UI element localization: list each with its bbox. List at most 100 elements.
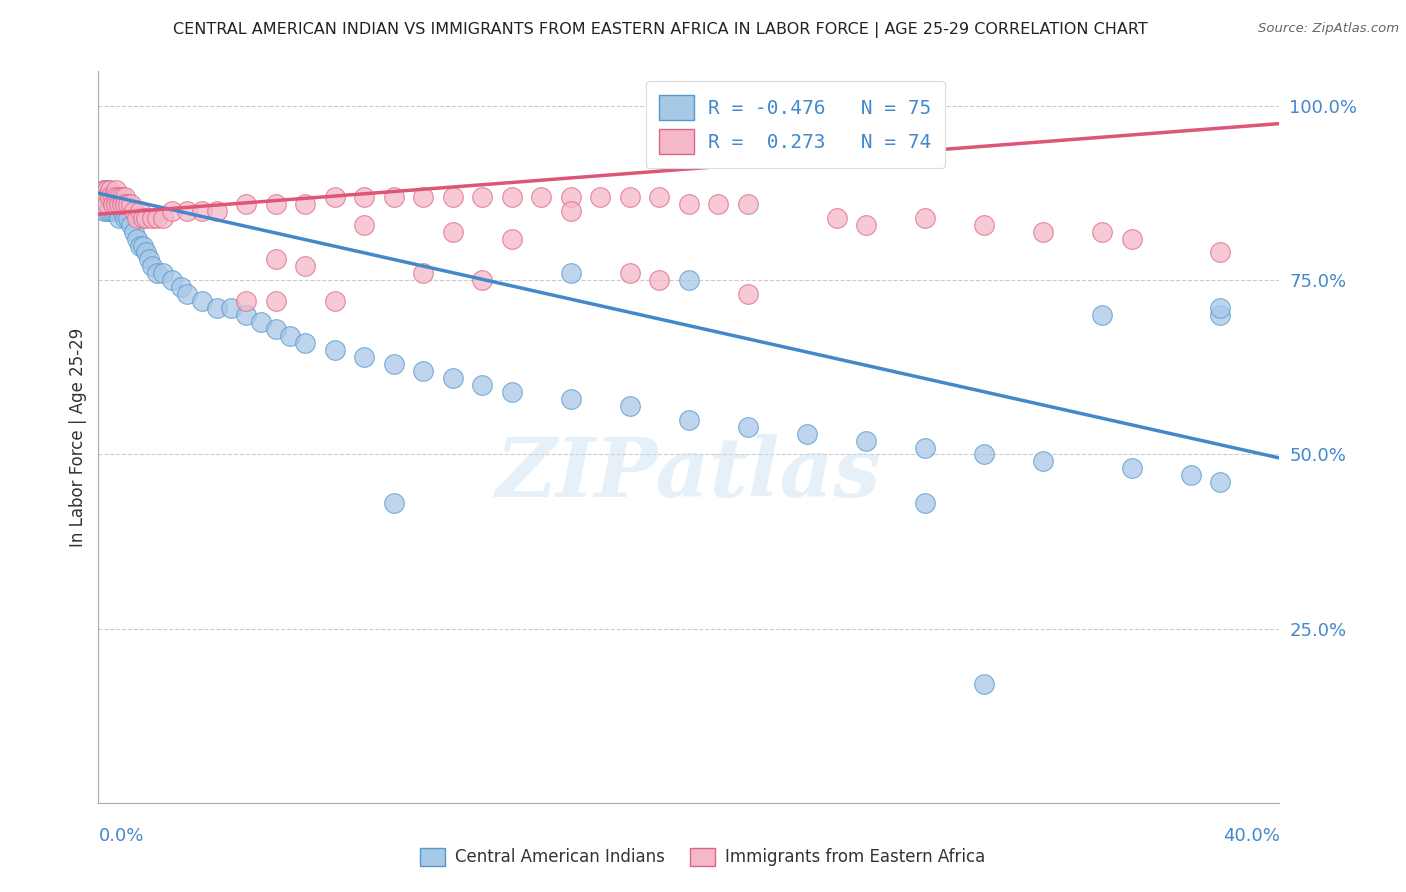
Point	[323, 190, 346, 204]
Point	[441, 225, 464, 239]
Point	[855, 218, 877, 232]
Point	[176, 203, 198, 218]
Point	[135, 211, 157, 225]
Point	[128, 203, 150, 218]
Point	[105, 196, 128, 211]
Point	[382, 496, 405, 510]
Point	[560, 203, 582, 218]
Point	[707, 196, 730, 211]
Point	[235, 294, 257, 309]
Point	[1209, 308, 1232, 322]
Point	[323, 343, 346, 357]
Point	[90, 196, 112, 211]
Point	[90, 196, 112, 211]
Point	[162, 203, 183, 218]
Point	[278, 329, 302, 343]
Point	[264, 196, 287, 211]
Point	[98, 203, 121, 218]
Point	[105, 203, 128, 218]
Point	[619, 399, 641, 413]
Point	[191, 294, 214, 309]
Point	[205, 301, 228, 316]
Point	[120, 196, 142, 211]
Point	[501, 384, 523, 399]
Point	[96, 203, 118, 218]
Point	[152, 211, 174, 225]
Point	[122, 225, 145, 239]
Point	[103, 196, 125, 211]
Point	[825, 211, 848, 225]
Point	[108, 211, 131, 225]
Point	[138, 252, 160, 267]
Point	[96, 196, 118, 211]
Point	[294, 196, 316, 211]
Point	[117, 203, 139, 218]
Point	[96, 190, 118, 204]
Point	[146, 266, 169, 280]
Point	[678, 412, 700, 426]
Point	[1091, 225, 1114, 239]
Point	[103, 190, 125, 204]
Point	[1121, 461, 1143, 475]
Point	[619, 190, 641, 204]
Point	[501, 190, 523, 204]
Point	[176, 287, 198, 301]
Point	[93, 183, 115, 197]
Point	[353, 350, 375, 364]
Point	[471, 377, 494, 392]
Point	[589, 190, 612, 204]
Point	[98, 190, 121, 204]
Point	[412, 190, 434, 204]
Point	[560, 190, 582, 204]
Point	[98, 183, 121, 197]
Point	[914, 441, 936, 455]
Point	[108, 190, 131, 204]
Point	[412, 364, 434, 378]
Point	[96, 190, 118, 204]
Point	[235, 308, 257, 322]
Point	[973, 218, 995, 232]
Point	[855, 434, 877, 448]
Point	[219, 301, 242, 316]
Point	[114, 203, 136, 218]
Point	[96, 196, 118, 211]
Point	[1032, 454, 1054, 468]
Point	[105, 190, 128, 204]
Point	[125, 231, 148, 245]
Legend: R = -0.476   N = 75, R =  0.273   N = 74: R = -0.476 N = 75, R = 0.273 N = 74	[645, 81, 945, 168]
Point	[132, 238, 155, 252]
Point	[648, 273, 671, 287]
Text: 40.0%: 40.0%	[1223, 827, 1279, 845]
Point	[90, 190, 112, 204]
Point	[162, 273, 183, 287]
Point	[914, 496, 936, 510]
Point	[678, 196, 700, 211]
Point	[1209, 475, 1232, 490]
Point	[111, 190, 134, 204]
Point	[973, 448, 995, 462]
Point	[128, 238, 150, 252]
Point	[96, 183, 118, 197]
Point	[1032, 225, 1054, 239]
Point	[93, 203, 115, 218]
Point	[141, 211, 163, 225]
Point	[103, 196, 125, 211]
Point	[294, 260, 316, 274]
Point	[111, 196, 134, 211]
Point	[678, 273, 700, 287]
Point	[471, 190, 494, 204]
Point	[1209, 301, 1232, 316]
Point	[117, 211, 139, 225]
Point	[235, 196, 257, 211]
Point	[96, 183, 118, 197]
Point	[93, 183, 115, 197]
Point	[382, 190, 405, 204]
Point	[205, 203, 228, 218]
Point	[796, 426, 818, 441]
Point	[108, 203, 131, 218]
Point	[1121, 231, 1143, 245]
Point	[98, 196, 121, 211]
Point	[973, 677, 995, 691]
Y-axis label: In Labor Force | Age 25-29: In Labor Force | Age 25-29	[69, 327, 87, 547]
Point	[914, 211, 936, 225]
